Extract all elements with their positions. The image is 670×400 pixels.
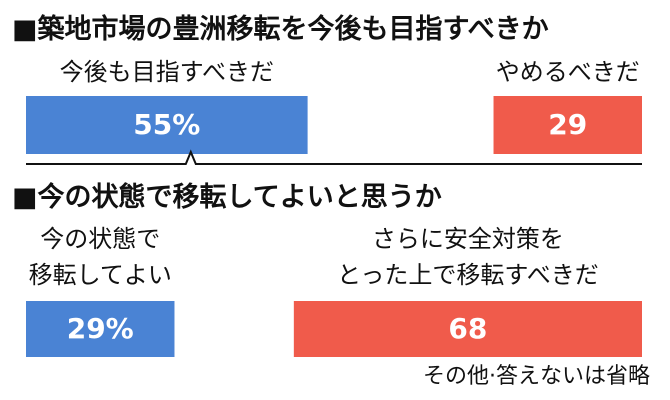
category-label-0-1: やめるべきだ: [496, 58, 640, 86]
value-label-1-0: 29%: [67, 312, 134, 345]
bar-0-0: [26, 96, 308, 154]
section-divider: [26, 149, 642, 165]
bar-0-1: [493, 96, 642, 154]
bar-1-0: [26, 301, 175, 357]
value-label-0-0: 55%: [133, 108, 200, 141]
category-label-0-0: 今後も目指すべきだ: [60, 58, 274, 86]
bar-1-1: [293, 301, 642, 357]
chart-title-1: ■今の状態で移転してよいと思うか: [12, 181, 442, 213]
footnote: その他·答えないは省略: [423, 364, 650, 389]
category-label-1-1-1: とった上で移転すべきだ: [337, 261, 599, 289]
value-label-0-1: 29: [548, 108, 587, 141]
category-label-1-0-0: 今の状態で: [40, 225, 160, 253]
value-label-1-1: 68: [448, 312, 487, 345]
chart-title-0: ■築地市場の豊洲移転を今後も目指すべきか: [12, 13, 549, 45]
category-label-1-1-0: さらに安全対策を: [372, 225, 564, 253]
category-label-1-0-1: 移転してよい: [29, 261, 172, 289]
